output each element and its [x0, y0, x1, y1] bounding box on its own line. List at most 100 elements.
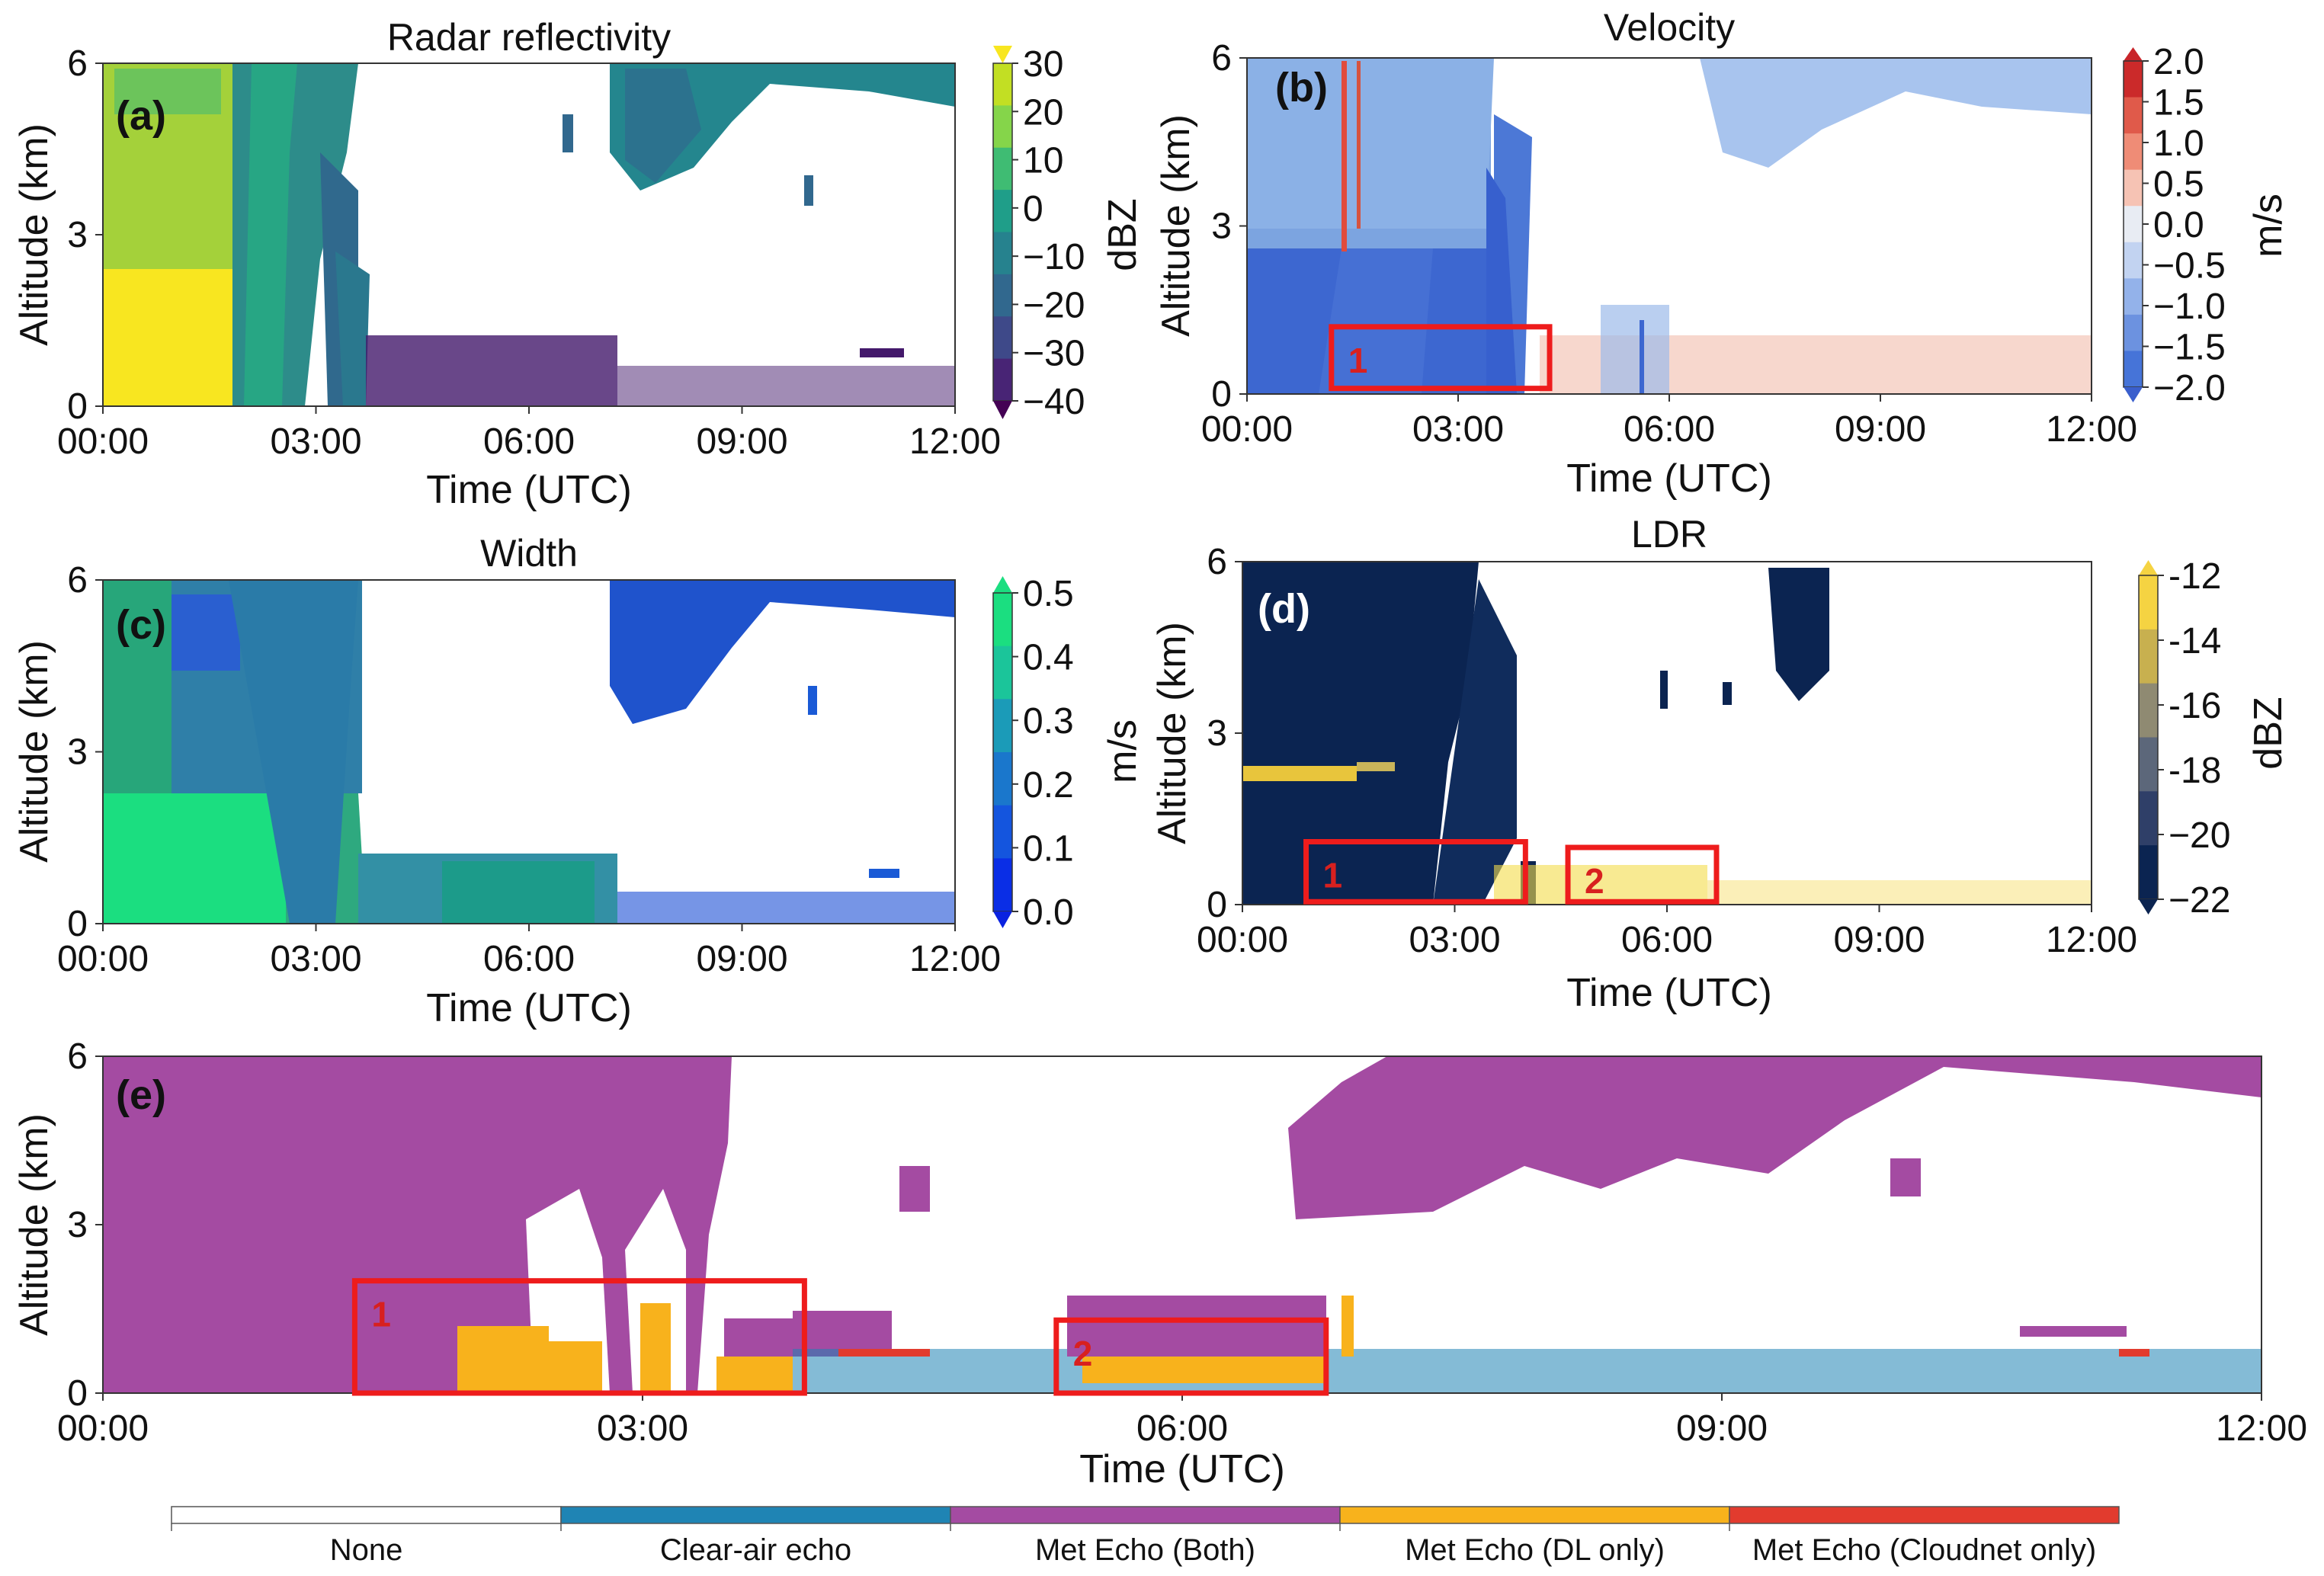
colorbar-segment [2139, 575, 2158, 630]
colorbar-segment [993, 593, 1012, 647]
echo-region [1357, 61, 1361, 229]
panel-e-tag: (e) [116, 1072, 166, 1118]
region-box-1 [1329, 324, 1553, 392]
echo-region [2119, 1349, 2149, 1357]
legend-swatch [1729, 1506, 2120, 1524]
x-tick-label: 00:00 [57, 939, 149, 979]
echo-region [1707, 880, 2092, 905]
echo-region [617, 366, 955, 406]
echo-region [103, 580, 171, 793]
y-tick-label: 0 [67, 1373, 88, 1414]
x-tick-label: 12:00 [2046, 920, 2137, 960]
region-box-label: 2 [1073, 1334, 1093, 1373]
colorbar-tick-label: −20 [2169, 815, 2230, 856]
x-tick-label: 03:00 [270, 939, 361, 979]
colorbar-segment [2124, 133, 2143, 171]
echo-region [1601, 305, 1669, 394]
legend-label: Met Echo (Both) [1035, 1533, 1255, 1567]
region-box-label: 1 [371, 1295, 391, 1334]
colorbar-tick-label: 0.5 [1023, 574, 1074, 614]
echo-region [1700, 58, 2092, 168]
colorbar-segment [2139, 845, 2158, 900]
echo-region [1342, 61, 1347, 251]
panel-c-colorbar-label: m/s [1101, 719, 1145, 783]
panel-a-plot-area [103, 63, 955, 406]
x-tick-label: 06:00 [1621, 920, 1713, 960]
y-tick-label: 3 [67, 732, 88, 773]
x-tick-label: 00:00 [57, 421, 149, 462]
colorbar-segment [993, 699, 1012, 753]
panel-c-colorbar: 0.5 0.4 0.3 0.2 0.1 0.0 m/s [992, 574, 1145, 933]
panel-e-annotations: 12 [351, 1278, 1329, 1396]
y-tick-label: 0 [1211, 374, 1232, 415]
colorbar-segment [2139, 791, 2158, 846]
echo-region [640, 1303, 671, 1393]
x-tick-label: 03:00 [270, 421, 361, 462]
colorbar-segment [2124, 351, 2143, 388]
legend-swatch [560, 1506, 951, 1524]
panel-a-ticks: 00:00 03:00 06:00 09:00 12:00 0 3 6 [57, 43, 1001, 462]
x-tick-label: 12:00 [909, 421, 1001, 462]
echo-region [617, 892, 955, 924]
panel-d-ticks: 00:00 03:00 06:00 09:00 12:00 0 3 6 [1197, 542, 2137, 960]
panel-d-tag: (d) [1258, 586, 1310, 632]
panel-e-plot-area [103, 1056, 2261, 1393]
colorbar-tick-label: −10 [1023, 237, 1085, 277]
echo-region [549, 1341, 602, 1393]
panel-c-tag: (c) [116, 602, 166, 648]
echo-region [625, 69, 701, 183]
x-tick-label: 09:00 [696, 421, 787, 462]
region-box-label: 1 [1323, 856, 1343, 895]
colorbar-segment [993, 105, 1012, 149]
panel-b-ylabel: Altitude (km) [1154, 114, 1198, 337]
colorbar-segment [993, 805, 1012, 859]
panel-d-xlabel: Time (UTC) [1566, 971, 1772, 1015]
y-tick-label: 3 [1211, 207, 1232, 247]
colorbar-segment [993, 316, 1012, 360]
panel-d: LDR (d) Altitude (km) Time (UTC) 00:00 03… [1150, 513, 2290, 1015]
x-tick-label: 06:00 [483, 939, 575, 979]
x-tick-label: 00:00 [1201, 409, 1293, 450]
region-box-label: 1 [1348, 341, 1368, 380]
legend-label: Clear-air echo [660, 1533, 851, 1567]
echo-region [1768, 568, 1829, 701]
panel-b: Velocity (b) Altitude (km) Time (UTC) 00… [1154, 6, 2290, 501]
echo-region [716, 1357, 793, 1393]
colorbar-segment [2124, 169, 2143, 207]
region-box-label: 2 [1585, 861, 1604, 901]
panel-c-ylabel: Altitude (km) [12, 640, 56, 863]
y-tick-label: 6 [1207, 542, 1227, 582]
legend-label: Met Echo (Cloudnet only) [1752, 1533, 2096, 1567]
panel-a-colorbar: 30 20 10 0 −10 −20 −30 −40 dBZ [992, 44, 1145, 422]
panel-a-title: Radar reflectivity [387, 16, 671, 59]
panel-b-xlabel: Time (UTC) [1566, 456, 1772, 501]
colorbar-tick-label: −40 [1023, 382, 1085, 422]
echo-region [103, 269, 232, 406]
colorbar-tick-label: 1.5 [2153, 83, 2204, 123]
colorbar-tick-label: 0.0 [1023, 892, 1074, 933]
region-box-1 [351, 1278, 807, 1396]
colorbar-tick-label: -14 [2169, 621, 2221, 661]
echo-region [1242, 766, 1357, 781]
colorbar-tick-label: −1.5 [2153, 328, 2226, 368]
colorbar-tick-label: -18 [2169, 751, 2221, 791]
panel-d-colorbar-label: dBZ [2246, 697, 2290, 769]
region-box-1 [1303, 839, 1528, 905]
colorbar-tick-label: −0.5 [2153, 246, 2226, 287]
colorbar-segment [2124, 314, 2143, 351]
x-tick-label: 03:00 [597, 1408, 688, 1449]
colorbar-tick-label: 0 [1023, 189, 1043, 229]
panel-a-tag: (a) [116, 93, 166, 139]
echo-region [563, 114, 573, 152]
colorbar-segment [2139, 737, 2158, 792]
colorbar-segment [993, 752, 1012, 806]
x-tick-label: 03:00 [1412, 409, 1504, 450]
panel-b-annotations: 1 [1329, 324, 1553, 392]
echo-region [1242, 562, 1479, 905]
legend-label: Met Echo (DL only) [1405, 1533, 1665, 1567]
colorbar-segment [993, 63, 1012, 106]
echo-region [229, 580, 358, 924]
echo-region [1342, 1296, 1354, 1357]
